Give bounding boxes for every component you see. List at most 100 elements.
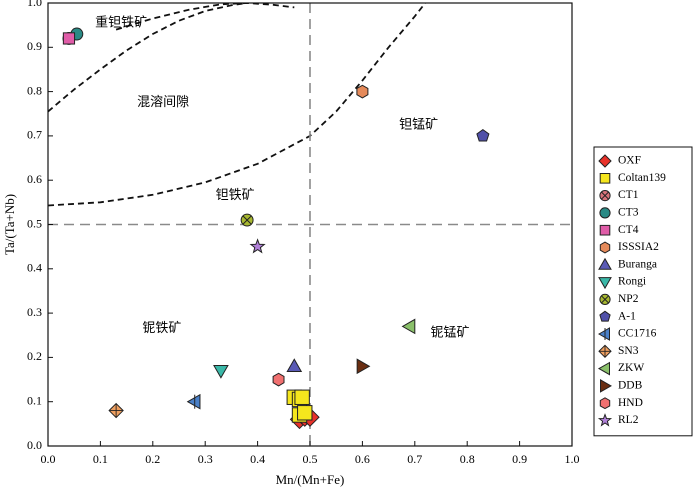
legend-marker-ct3	[599, 207, 611, 219]
legend-label-rongi: Rongi	[618, 276, 646, 288]
point-hnd-0	[272, 372, 285, 387]
point-np2-0	[240, 213, 254, 227]
y-tick-label-0: 0.0	[27, 438, 42, 452]
legend-label-zkw: ZKW	[618, 362, 644, 374]
legend: OXF Coltan139 CT1 CT3 CT4 ISSSIA2 Buranga Rongi…	[593, 146, 693, 437]
x-tick-label-7: 0.7	[407, 452, 422, 466]
legend-label-buranga: Buranga	[618, 258, 657, 270]
series-np2	[240, 213, 254, 227]
series-a-1	[476, 128, 490, 142]
point-sn3-0-plus	[109, 403, 124, 418]
legend-label-ct4: CT4	[618, 224, 639, 236]
y-axis-label: Ta/(Ta+Nb)	[2, 194, 17, 255]
legend-marker-sn3	[598, 344, 612, 359]
series-coltan139	[286, 389, 313, 423]
legend-box	[593, 146, 693, 437]
point-ddb-0	[356, 358, 371, 375]
legend-marker-oxf	[598, 154, 612, 168]
region-label-2: 钽锰矿	[399, 117, 438, 132]
point-ct4-0	[62, 32, 76, 45]
y-tick-label-4: 0.4	[27, 261, 42, 275]
series-ct4	[62, 32, 76, 45]
x-tick-label-8: 0.8	[460, 452, 475, 466]
y-tick-label-9: 0.9	[27, 39, 42, 53]
point-zkw-0	[401, 318, 416, 335]
legend-label-a-1: A-1	[618, 310, 636, 322]
series-cc1716	[186, 393, 201, 410]
x-tick-label-2: 0.2	[145, 452, 160, 466]
region-label-5: 铌锰矿	[431, 326, 470, 341]
legend-marker-cc1716	[597, 327, 610, 341]
region-label-3: 钽铁矿	[216, 188, 255, 203]
legend-marker-buranga	[598, 257, 612, 270]
x-tick-label-10: 1.0	[565, 452, 580, 466]
legend-label-hnd: HND	[618, 397, 643, 409]
point-sn3-0	[108, 402, 124, 419]
y-tick-label-8: 0.8	[27, 83, 42, 97]
x-tick-label-9: 0.9	[512, 452, 527, 466]
legend-label-rl2: RL2	[618, 414, 639, 426]
point-isssia2-0	[356, 84, 369, 99]
series-buranga	[286, 358, 303, 373]
region-label-4: 铌铁矿	[142, 321, 181, 336]
point-buranga-0	[286, 358, 303, 373]
legend-label-oxf: OXF	[618, 155, 641, 167]
x-tick-label-0: 0.0	[41, 452, 56, 466]
boundary-curve-0	[48, 3, 248, 113]
legend-marker-ct4	[599, 224, 611, 236]
legend-marker-np2-cross	[601, 295, 609, 304]
region-label-1: 混溶间隙	[137, 95, 189, 110]
legend-marker-np2	[599, 293, 611, 305]
point-rongi-0	[213, 364, 229, 379]
legend-marker-cc1716-body	[597, 327, 610, 341]
x-axis-label: Mn/(Mn+Fe)	[276, 472, 345, 487]
legend-marker-rongi	[598, 277, 612, 290]
legend-label-cc1716: CC1716	[618, 328, 657, 340]
point-coltan139-2	[294, 389, 310, 405]
series-rongi	[213, 364, 229, 379]
legend-label-coltan139: Coltan139	[618, 172, 666, 184]
y-tick-label-5: 0.5	[27, 216, 42, 230]
legend-label-ct1: CT1	[618, 189, 639, 201]
legend-marker-a-1	[599, 310, 611, 322]
series-isssia2	[356, 84, 369, 99]
point-rl2-0	[249, 238, 266, 254]
boundary-curve-1	[48, 3, 427, 207]
x-tick-label-6: 0.6	[355, 452, 370, 466]
x-tick-label-5: 0.5	[303, 452, 318, 466]
point-np2-0-cross	[242, 215, 252, 225]
y-tick-label-1: 0.1	[27, 393, 42, 407]
series-hnd	[272, 372, 285, 387]
legend-label-ddb: DDB	[618, 380, 643, 392]
legend-label-ct3: CT3	[618, 207, 639, 219]
y-tick-label-3: 0.3	[27, 305, 42, 319]
legend-marker-ddb	[600, 379, 613, 393]
series-sn3	[108, 402, 124, 419]
point-cc1716-0-body	[186, 393, 201, 410]
point-cc1716-0	[186, 393, 201, 410]
y-tick-label-7: 0.7	[27, 128, 42, 142]
legend-marker-ct1-cross	[601, 191, 609, 200]
x-tick-label-4: 0.4	[250, 452, 265, 466]
legend-marker-coltan139	[599, 173, 611, 184]
point-a-1-0	[476, 128, 490, 142]
legend-label-isssia2: ISSSIA2	[618, 241, 659, 253]
series-ddb	[356, 358, 371, 375]
point-coltan139-4	[297, 405, 313, 421]
y-tick-label-10: 1.0	[27, 0, 42, 9]
legend-marker-ct1	[599, 190, 611, 202]
legend-marker-sn3-plus	[599, 345, 611, 358]
legend-label-sn3: SN3	[618, 345, 639, 357]
x-tick-label-1: 0.1	[93, 452, 108, 466]
y-tick-label-2: 0.2	[27, 349, 42, 363]
x-tick-label-3: 0.3	[198, 452, 213, 466]
legend-marker-hnd	[599, 397, 611, 410]
y-tick-label-6: 0.6	[27, 172, 42, 186]
legend-marker-rl2	[597, 413, 613, 427]
legend-label-np2: NP2	[618, 293, 639, 305]
legend-marker-zkw	[597, 361, 610, 376]
series-zkw	[401, 318, 416, 335]
legend-marker-isssia2	[599, 241, 611, 254]
